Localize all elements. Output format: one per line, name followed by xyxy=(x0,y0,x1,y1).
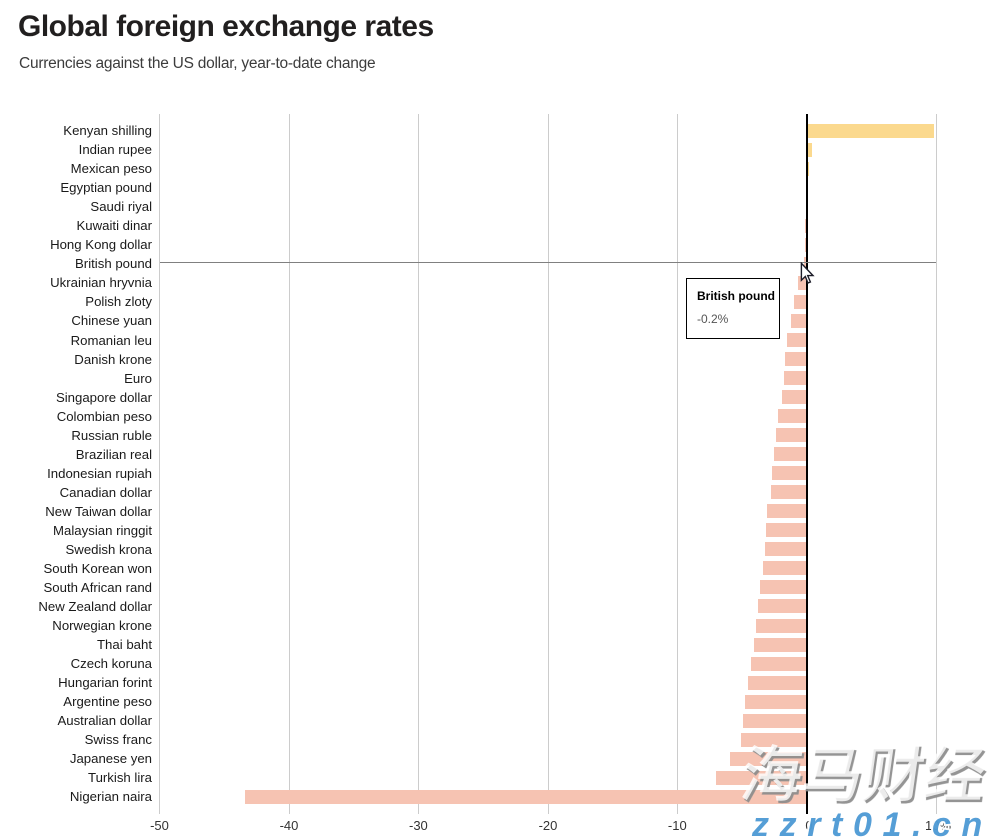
svg-text:zzrt01.cn: zzrt01.cn xyxy=(751,806,990,840)
